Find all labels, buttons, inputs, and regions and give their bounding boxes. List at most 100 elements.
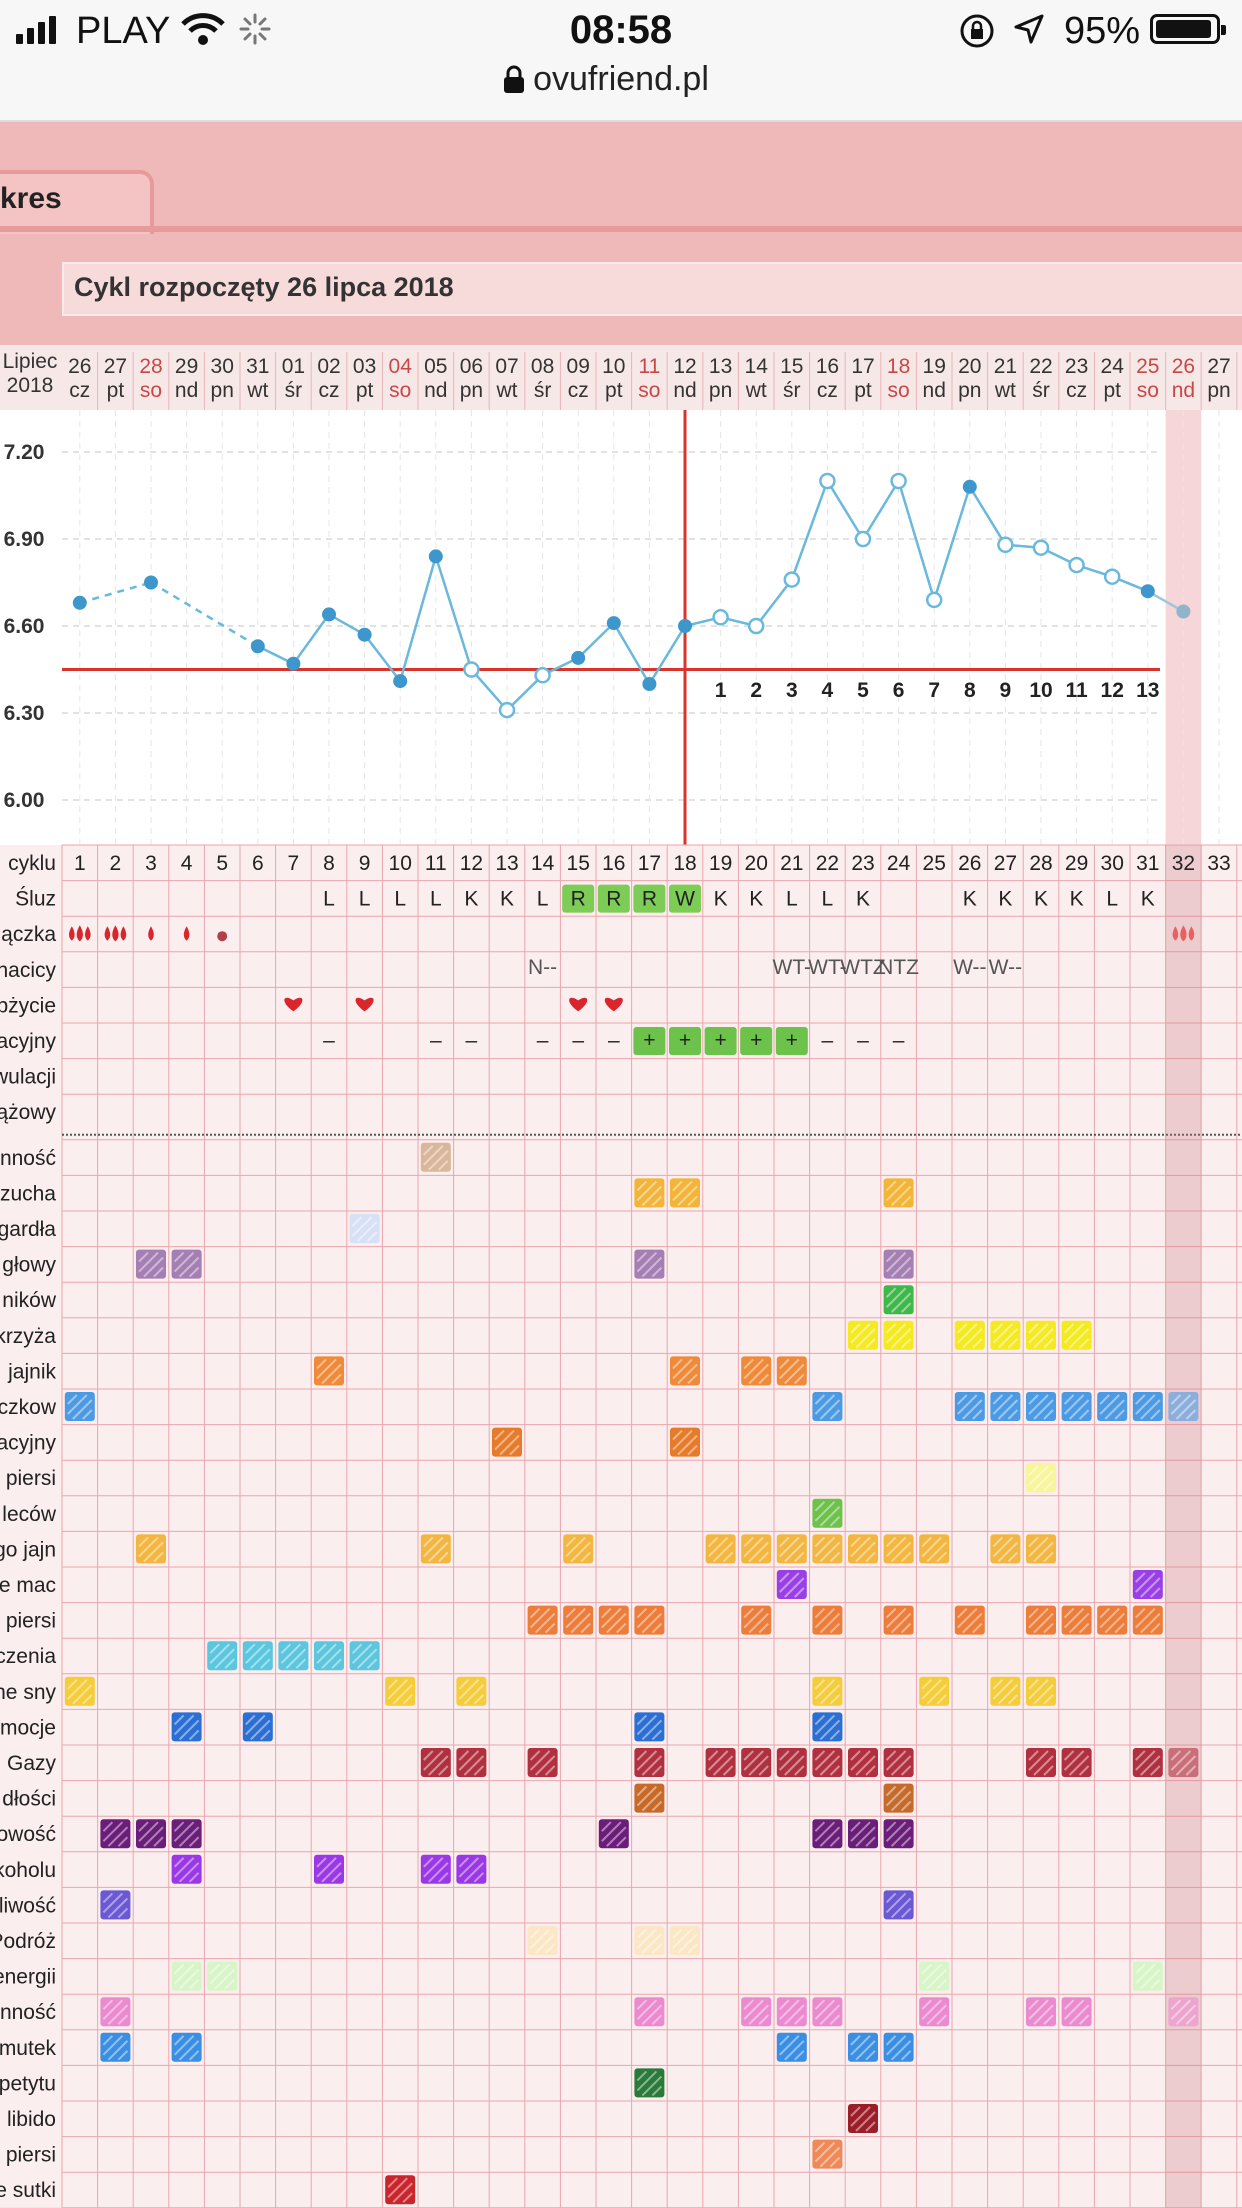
- date-label: 07: [495, 355, 518, 378]
- battery-icon: [1150, 14, 1226, 44]
- temperature-point: [72, 595, 87, 610]
- symptom-mark: [1026, 1748, 1056, 1777]
- url-bar[interactable]: ovufriend.pl: [533, 60, 709, 98]
- y-tick-label: 6.60: [4, 615, 45, 638]
- row-label: acyjny: [0, 1030, 56, 1053]
- symptom-mark: [456, 1854, 487, 1884]
- symptom-mark: [812, 1605, 843, 1635]
- current-day-column: [1165, 410, 1202, 845]
- symptom-mark: [598, 1819, 629, 1849]
- date-label: 15: [780, 355, 803, 378]
- post-ovulation-day-number: 11: [1065, 679, 1088, 702]
- symptom-mark: [954, 1392, 985, 1421]
- date-label: 04: [389, 355, 413, 378]
- cycle-day-number: 33: [1207, 852, 1230, 875]
- cycle-day-number: 21: [780, 852, 803, 875]
- symptom-mark: [314, 1641, 344, 1671]
- signal-icon: [16, 14, 64, 44]
- row-label: wulacji: [0, 1066, 56, 1089]
- mucus-value: R: [606, 888, 621, 911]
- date-label: 22: [1029, 355, 1052, 378]
- temperature-segment: [968, 486, 1007, 546]
- date-label: 03: [353, 355, 376, 378]
- mucus-value: K: [464, 888, 478, 911]
- symptom-mark: [883, 1285, 914, 1315]
- symptom-mark: [776, 1570, 807, 1599]
- temperature-segment: [398, 556, 438, 682]
- temperature-segment: [577, 622, 615, 659]
- date-label: 13: [709, 355, 732, 378]
- date-label: 26: [1172, 355, 1195, 378]
- mucus-value: L: [394, 888, 406, 911]
- post-ovulation-day-number: 12: [1101, 679, 1124, 702]
- mucus-value: R: [571, 888, 586, 911]
- row-label: liwość: [0, 1894, 56, 1917]
- symptom-mark: [171, 1854, 202, 1884]
- y-tick-label: 7.20: [4, 441, 45, 464]
- temperature-segment: [933, 486, 971, 601]
- y-tick-label: 6.00: [4, 789, 45, 812]
- post-ovulation-day-number: 13: [1136, 679, 1159, 702]
- weekday-label: cz: [568, 379, 589, 402]
- symptom-mark: [1026, 1392, 1056, 1421]
- cycle-day-number: 3: [145, 852, 157, 875]
- row-label: ce mac: [0, 1574, 56, 1597]
- row-label: nność: [0, 2001, 56, 2024]
- test-value: –: [822, 1029, 834, 1052]
- row-label: głowy: [2, 1254, 56, 1277]
- cycle-day-number: 8: [323, 852, 335, 875]
- symptom-mark: [385, 2175, 416, 2205]
- symptom-mark: [848, 1534, 878, 1564]
- mucus-value: R: [642, 888, 657, 911]
- cervix-value: WTZ: [840, 956, 886, 979]
- cycle-day-number: 22: [816, 852, 839, 875]
- row-label: Gazy: [7, 1752, 57, 1775]
- temperature-point: [997, 536, 1014, 554]
- date-label: 20: [958, 355, 981, 378]
- symptom-mark: [741, 1748, 772, 1777]
- cycle-day-number: 28: [1029, 852, 1052, 875]
- tab-period[interactable]: [0, 170, 154, 234]
- date-label: 17: [851, 355, 874, 378]
- post-ovulation-day-number: 5: [857, 679, 869, 702]
- post-ovulation-day-number: 10: [1029, 679, 1052, 702]
- mucus-value: K: [749, 888, 763, 911]
- weekday-label: pt: [107, 379, 125, 402]
- y-tick-label: 6.90: [4, 528, 45, 551]
- y-tick-label: 6.30: [4, 702, 45, 725]
- cycle-day-number: 16: [602, 852, 625, 875]
- symptom-mark: [420, 1142, 451, 1172]
- date-label: 21: [994, 355, 1017, 378]
- loading-spinner-icon: [239, 13, 271, 45]
- temperature-point: [678, 619, 692, 633]
- temperature-segment: [897, 480, 936, 601]
- date-label: 18: [887, 355, 910, 378]
- location-icon: [1014, 14, 1044, 44]
- temperature-point: [854, 530, 872, 548]
- wifi-icon: [181, 13, 225, 45]
- cycle-day-number: 7: [288, 852, 300, 875]
- weekday-label: pt: [605, 379, 623, 402]
- heart-icon: [284, 997, 303, 1012]
- symptom-mark: [883, 1178, 914, 1208]
- cycle-day-number: 24: [887, 852, 911, 875]
- symptom-mark: [278, 1641, 309, 1671]
- cervix-value: WT-: [808, 956, 846, 979]
- symptom-mark: [812, 1676, 843, 1706]
- cycle-day-number: 31: [1136, 852, 1159, 875]
- symptom-mark: [776, 1997, 807, 2027]
- temperature-point: [747, 617, 765, 635]
- tab-underline: [0, 226, 1242, 232]
- orientation-lock-icon: [960, 14, 994, 48]
- temperature-segment: [292, 613, 331, 665]
- test-highlight: [633, 1027, 666, 1055]
- symptom-mark: [812, 1534, 843, 1564]
- row-label: ążowy: [0, 1101, 56, 1124]
- mucus-value: L: [1106, 888, 1118, 911]
- temperature-segment: [648, 625, 687, 685]
- year-label: 2018: [7, 374, 54, 397]
- fertility-chart: Lipiec201826cz27pt28so29nd30pn31wt01śr02…: [0, 345, 1242, 2208]
- symptom-mark: [670, 1356, 700, 1386]
- weekday-label: cz: [319, 379, 340, 402]
- temperature-point: [783, 571, 801, 588]
